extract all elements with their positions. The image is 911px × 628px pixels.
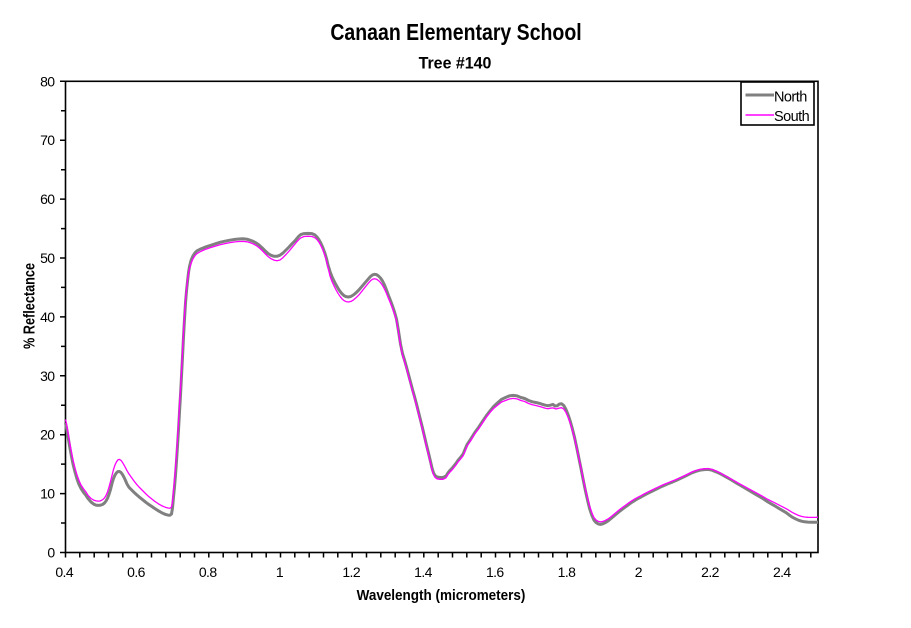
svg-text:0.4: 0.4 — [55, 564, 73, 580]
svg-text:2: 2 — [635, 564, 643, 580]
svg-text:1.6: 1.6 — [486, 564, 504, 580]
svg-text:Wavelength (micrometers): Wavelength (micrometers) — [357, 587, 526, 604]
svg-text:1.8: 1.8 — [558, 564, 576, 580]
svg-text:South: South — [774, 109, 810, 125]
svg-text:50: 50 — [40, 250, 55, 266]
svg-text:Canaan Elementary School: Canaan Elementary School — [330, 20, 581, 46]
svg-text:60: 60 — [40, 191, 55, 207]
svg-text:20: 20 — [40, 427, 55, 443]
svg-text:Tree #140: Tree #140 — [419, 54, 492, 73]
svg-text:0: 0 — [47, 545, 55, 561]
svg-text:80: 80 — [40, 73, 55, 89]
svg-text:1.2: 1.2 — [342, 564, 360, 580]
svg-text:0.6: 0.6 — [127, 564, 145, 580]
svg-text:2.4: 2.4 — [773, 564, 791, 580]
svg-text:1: 1 — [276, 564, 284, 580]
svg-text:North: North — [774, 89, 807, 105]
svg-text:10: 10 — [40, 486, 55, 502]
svg-text:0.8: 0.8 — [199, 564, 217, 580]
svg-text:2.2: 2.2 — [701, 564, 719, 580]
svg-text:70: 70 — [40, 132, 55, 148]
svg-text:1.4: 1.4 — [414, 564, 432, 580]
svg-text:% Reflectance: % Reflectance — [21, 263, 38, 349]
svg-text:30: 30 — [40, 368, 55, 384]
svg-text:40: 40 — [40, 309, 55, 325]
